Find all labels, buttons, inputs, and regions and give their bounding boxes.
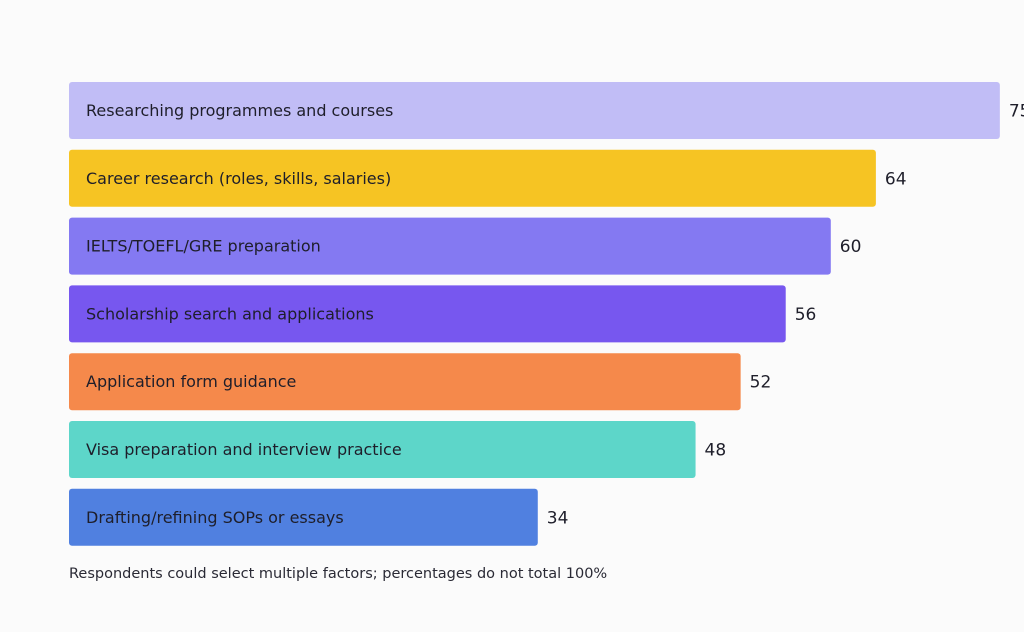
bar-group: IELTS/TOEFL/GRE preparation 60	[69, 217, 862, 275]
bar-group: Career research (roles, skills, salaries…	[69, 149, 907, 207]
bar	[69, 353, 741, 411]
bar-label: Scholarship search and applications	[86, 304, 374, 323]
data-label: 60	[840, 237, 862, 257]
bar-group: Drafting/refining SOPs or essays 34	[69, 488, 569, 546]
bar-label: Drafting/refining SOPs or essays	[86, 508, 344, 527]
bar-label: Application form guidance	[86, 372, 296, 391]
bar-group: Application form guidance 52	[69, 353, 772, 411]
bar-group: Scholarship search and applications 56	[69, 285, 817, 343]
data-label: 48	[705, 441, 727, 461]
footnote: Respondents could select multiple factor…	[69, 566, 608, 582]
data-label: 75	[1009, 102, 1024, 122]
data-label: 34	[547, 508, 569, 528]
bar-label: Researching programmes and courses	[86, 101, 393, 120]
bar-label: IELTS/TOEFL/GRE preparation	[86, 237, 321, 256]
bar	[69, 149, 876, 207]
bar	[69, 488, 538, 546]
bar-label: Visa preparation and interview practice	[86, 440, 402, 459]
bar-group: Visa preparation and interview practice 4…	[69, 421, 726, 478]
data-label: 64	[885, 169, 907, 189]
data-label: 56	[795, 305, 817, 325]
bar	[69, 217, 831, 275]
data-label: 52	[750, 373, 772, 393]
bar	[69, 421, 696, 478]
bar	[69, 285, 786, 343]
bar-chart: Researching programmes and courses 75 Care…	[69, 82, 1024, 546]
bar-label: Career research (roles, skills, salaries…	[86, 169, 391, 188]
bar	[69, 82, 1000, 139]
bar-group: Researching programmes and courses 75	[69, 82, 1024, 139]
